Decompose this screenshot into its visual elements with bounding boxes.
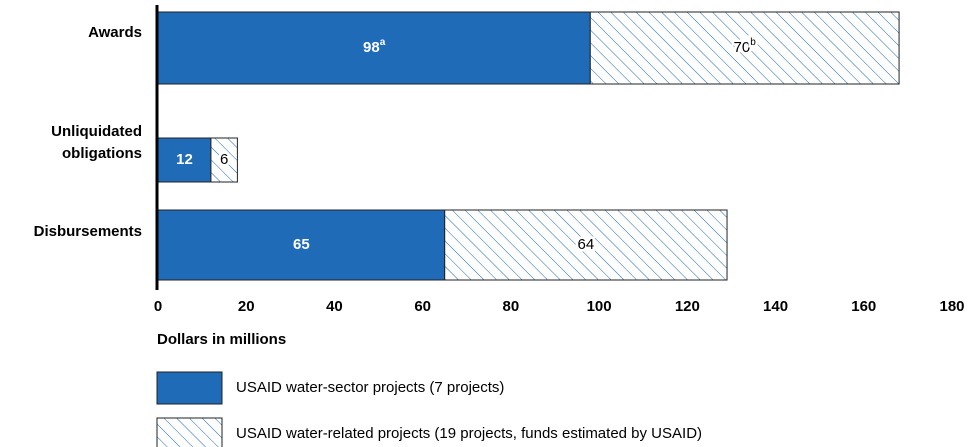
x-tick-label: 160 <box>851 298 876 315</box>
x-axis-label: Dollars in millions <box>157 331 286 348</box>
value-label-number: 65 <box>293 236 310 253</box>
value-label: 65 <box>293 236 310 253</box>
x-tick-label: 180 <box>939 298 964 315</box>
value-label: 98a <box>363 37 386 56</box>
value-label: 64 <box>578 236 595 253</box>
value-label-number: 64 <box>578 236 595 253</box>
value-label-number: 12 <box>176 151 193 168</box>
x-tick-label: 80 <box>503 298 520 315</box>
x-tick-label: 40 <box>326 298 343 315</box>
x-tick-label: 100 <box>587 298 612 315</box>
bar <box>210 137 238 183</box>
value-label-number: 6 <box>220 151 228 168</box>
value-label-number: 98 <box>363 39 380 56</box>
y-tick-label: Disbursements <box>34 223 142 240</box>
value-label: 6 <box>220 151 228 168</box>
legend-label: USAID water-sector projects (7 projects) <box>236 379 504 396</box>
bar <box>157 11 591 85</box>
value-label: 70b <box>734 37 757 56</box>
bar <box>157 209 446 281</box>
bar <box>444 209 728 281</box>
footnote-marker: a <box>380 37 386 48</box>
legend-swatch <box>156 417 223 447</box>
value-label: 12 <box>176 151 193 168</box>
y-tick-label: Awards <box>88 24 142 41</box>
x-tick-label: 20 <box>238 298 255 315</box>
x-tick-label: 120 <box>675 298 700 315</box>
legend-label: USAID water-related projects (19 project… <box>236 425 702 442</box>
x-tick-label: 60 <box>414 298 431 315</box>
y-tick-label: Unliquidated obligations <box>51 123 142 162</box>
x-tick-label: 140 <box>763 298 788 315</box>
footnote-marker: b <box>750 37 756 48</box>
value-label-number: 70 <box>734 39 751 56</box>
bar <box>589 11 900 85</box>
x-tick-label: 0 <box>154 298 162 315</box>
legend-swatch <box>156 371 223 405</box>
